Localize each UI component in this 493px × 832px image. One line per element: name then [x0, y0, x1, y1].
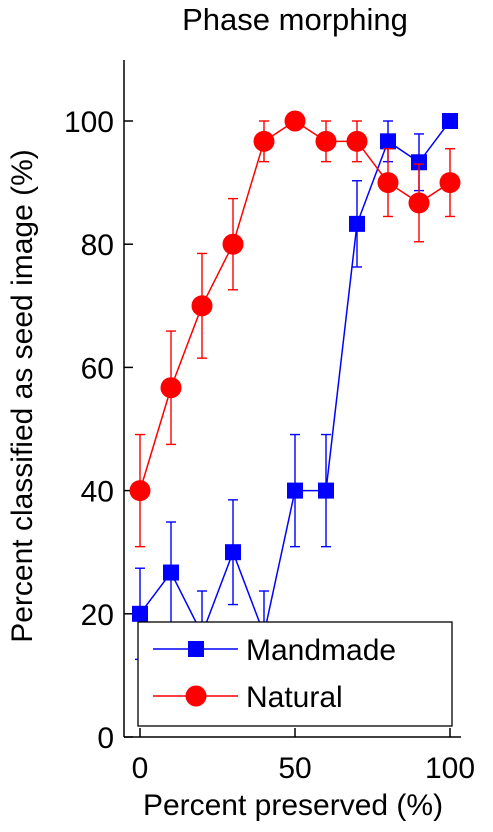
legend: Mandmade Natural: [138, 622, 452, 726]
y-tick-label: 20: [81, 599, 114, 632]
x-axis-label: Percent preserved (%): [143, 789, 443, 822]
data-point: [316, 131, 337, 152]
y-tick-label: 80: [81, 229, 114, 262]
data-point: [380, 133, 396, 149]
data-point: [254, 131, 275, 152]
data-point: [318, 483, 334, 499]
y-tick-label: 40: [81, 476, 114, 509]
legend-marker: [188, 641, 204, 657]
series-mandmade: [132, 113, 458, 677]
data-point: [132, 606, 148, 622]
chart-title: Phase morphing: [182, 2, 408, 37]
data-point: [442, 113, 458, 129]
data-point: [440, 172, 461, 193]
data-point: [285, 111, 306, 132]
data-point: [130, 480, 151, 501]
x-tick-label: 50: [278, 752, 311, 785]
data-point: [192, 295, 213, 316]
legend-label: Mandmade: [246, 634, 396, 667]
data-point: [163, 565, 179, 581]
data-point: [225, 544, 241, 560]
y-tick-label: 0: [97, 722, 114, 755]
legend-label: Natural: [246, 681, 343, 714]
y-axis-label: Percent classified as seed image (%): [6, 149, 39, 643]
data-point: [378, 172, 399, 193]
legend-marker: [186, 686, 207, 707]
data-point: [347, 131, 368, 152]
data-point: [349, 216, 365, 232]
x-tick-label: 100: [425, 752, 475, 785]
data-point: [409, 192, 430, 213]
series-layer: [130, 111, 461, 678]
y-tick-label: 60: [81, 352, 114, 385]
x-tick-label: 0: [132, 752, 149, 785]
data-point: [161, 377, 182, 398]
series-line: [140, 121, 450, 634]
data-point: [223, 234, 244, 255]
y-tick-label: 100: [64, 106, 114, 139]
data-point: [287, 483, 303, 499]
